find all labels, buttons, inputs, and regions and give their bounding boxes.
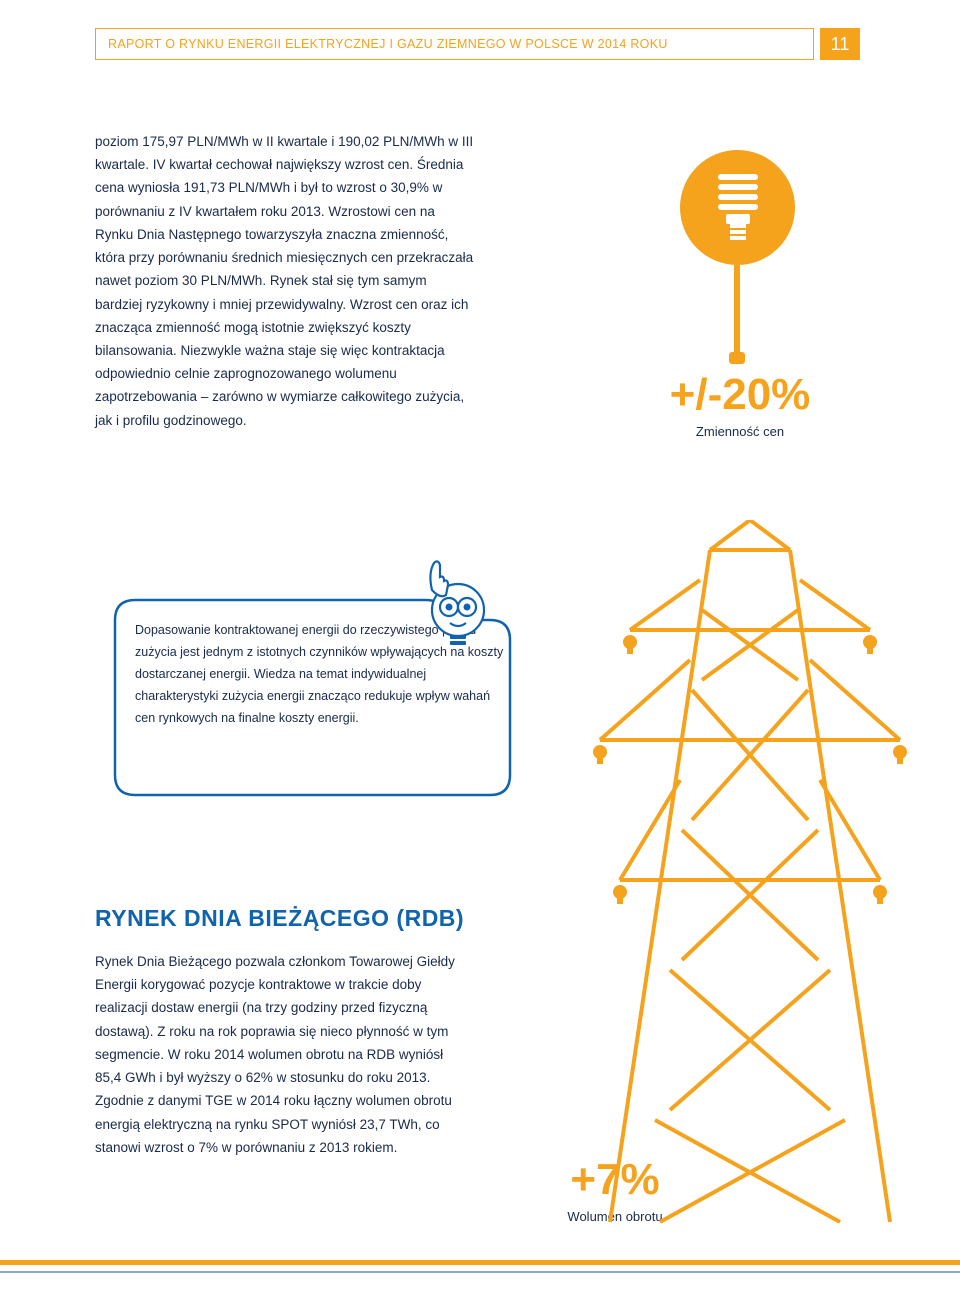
page-header: RAPORT O RYNKU ENERGII ELEKTRYCZNEJ I GA… bbox=[95, 28, 860, 60]
mascot-lightbulb-icon bbox=[408, 555, 503, 650]
footer-rule-orange bbox=[0, 1260, 960, 1265]
bulb-stem bbox=[734, 265, 740, 355]
stat-volatility: +/-20% Zmienność cen bbox=[640, 370, 840, 439]
paragraph-rdb: Rynek Dnia Bieżącego pozwala członkom To… bbox=[95, 950, 460, 1159]
stat-volatility-value: +/-20% bbox=[640, 370, 840, 420]
section-heading-rdb: RYNEK DNIA BIEŻĄCEGO (RDB) bbox=[95, 905, 464, 932]
paragraph-market-prices: poziom 175,97 PLN/MWh w II kwartale i 19… bbox=[95, 130, 475, 432]
bulb-cap bbox=[729, 352, 745, 364]
stat-volatility-label: Zmienność cen bbox=[640, 424, 840, 439]
cfl-bulb-icon bbox=[680, 150, 795, 265]
page-number: 11 bbox=[820, 28, 860, 60]
transmission-pylon-icon bbox=[570, 520, 930, 1230]
footer-rule-blue bbox=[0, 1271, 960, 1273]
report-title: RAPORT O RYNKU ENERGII ELEKTRYCZNEJ I GA… bbox=[95, 28, 814, 60]
